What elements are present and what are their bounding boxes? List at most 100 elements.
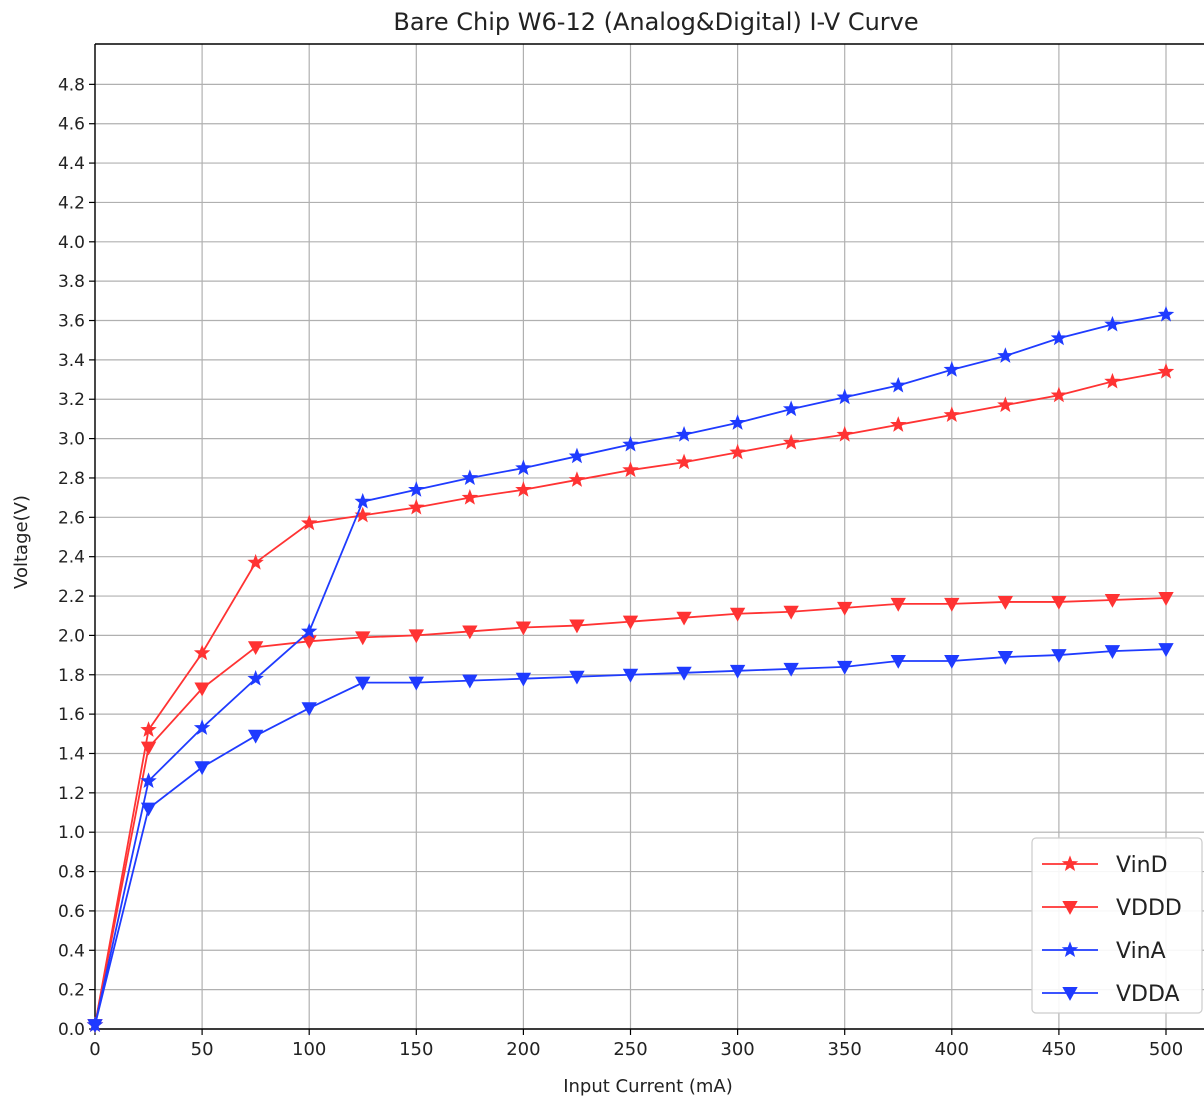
series-vina bbox=[86, 305, 1175, 1033]
data-point-vddd bbox=[944, 597, 960, 612]
data-point-vdda bbox=[622, 668, 639, 683]
data-point-vind bbox=[461, 488, 479, 505]
legend-label-vdda: VDDA bbox=[1116, 982, 1180, 1007]
legend-label-vina: VinA bbox=[1116, 939, 1166, 964]
data-point-vina bbox=[354, 492, 371, 509]
series-vdda bbox=[87, 643, 1174, 1033]
data-point-vdda bbox=[1104, 645, 1121, 659]
data-point-vind bbox=[729, 443, 746, 460]
data-series bbox=[86, 305, 1175, 1033]
data-point-vddd bbox=[729, 607, 746, 622]
data-point-vddd bbox=[997, 595, 1014, 610]
y-tick-label: 2.0 bbox=[58, 626, 85, 646]
x-tick-label: 0 bbox=[89, 1039, 100, 1060]
y-tick-label: 0.6 bbox=[58, 902, 85, 922]
data-point-vddd bbox=[1104, 593, 1121, 608]
y-tick-label: 1.8 bbox=[58, 666, 85, 686]
y-tick-label: 0.2 bbox=[58, 981, 85, 1001]
data-point-vina bbox=[193, 719, 211, 735]
data-point-vind bbox=[193, 644, 211, 661]
legend-marker-vdda bbox=[1062, 987, 1078, 1001]
y-tick-label: 0.4 bbox=[58, 941, 85, 961]
y-tick-label: 3.8 bbox=[58, 272, 85, 292]
data-point-vina bbox=[729, 414, 746, 430]
data-point-vddd bbox=[783, 605, 799, 620]
x-tick-label: 400 bbox=[935, 1039, 969, 1060]
axes: 0 50 100 150 200 250 300 350 400 450 500 0.0 0.2 0.4 0… bbox=[58, 43, 1204, 1060]
x-tick-label: 350 bbox=[828, 1039, 862, 1060]
data-point-vina bbox=[140, 772, 157, 789]
data-point-vdda bbox=[194, 761, 210, 776]
data-point-vind bbox=[622, 461, 639, 478]
legend-label-vddd: VDDD bbox=[1116, 896, 1182, 921]
data-point-vina bbox=[1050, 329, 1068, 346]
y-tick-label: 0.0 bbox=[58, 1020, 85, 1040]
data-point-vddd bbox=[622, 615, 639, 630]
series-vddd bbox=[87, 592, 1174, 1033]
data-point-vddd bbox=[1051, 595, 1067, 610]
legend-box bbox=[1031, 837, 1203, 1014]
y-tick-label: 4.0 bbox=[58, 233, 85, 253]
data-point-vddd bbox=[1158, 592, 1174, 606]
legend-label-vind: VinD bbox=[1116, 853, 1168, 878]
x-tick-label: 200 bbox=[506, 1039, 540, 1060]
y-tick-label: 1.0 bbox=[58, 823, 85, 843]
y-tick-label: 4.4 bbox=[58, 154, 85, 174]
data-point-vind bbox=[568, 471, 586, 487]
data-point-vind bbox=[1050, 386, 1068, 403]
x-tick-label: 50 bbox=[191, 1039, 214, 1060]
y-tick-label: 2.8 bbox=[58, 469, 85, 489]
data-point-vddd bbox=[837, 601, 853, 616]
data-point-vddd bbox=[408, 629, 424, 644]
data-point-vind bbox=[782, 433, 800, 450]
y-tick-label: 3.4 bbox=[58, 351, 85, 371]
data-point-vdda bbox=[676, 666, 692, 681]
y-tick-label: 3.2 bbox=[58, 390, 85, 410]
data-point-vind bbox=[140, 721, 157, 737]
data-point-vina bbox=[836, 388, 853, 405]
data-point-vina bbox=[997, 347, 1014, 363]
data-point-vind bbox=[997, 396, 1014, 413]
data-point-vddd bbox=[247, 641, 264, 656]
data-point-vina bbox=[408, 481, 425, 497]
data-point-vina bbox=[1157, 305, 1175, 322]
data-point-vdda bbox=[462, 674, 478, 689]
y-tick-label: 4.2 bbox=[58, 193, 85, 213]
data-point-vdda bbox=[140, 802, 157, 817]
data-point-vdda bbox=[515, 672, 532, 687]
data-point-vdda bbox=[997, 651, 1014, 665]
y-tick-label: 4.8 bbox=[58, 75, 85, 95]
x-tick-label: 300 bbox=[720, 1039, 754, 1060]
data-point-vdda bbox=[408, 676, 424, 691]
y-tick-label: 2.4 bbox=[58, 548, 85, 568]
data-point-vdda bbox=[247, 729, 264, 744]
data-point-vina bbox=[675, 426, 693, 442]
y-tick-label: 2.6 bbox=[58, 508, 85, 528]
data-point-vina bbox=[300, 622, 318, 639]
data-point-vdda bbox=[890, 654, 906, 669]
data-point-vdda bbox=[729, 664, 746, 679]
x-tick-label: 100 bbox=[292, 1039, 326, 1060]
legend-marker-vind bbox=[1061, 855, 1079, 871]
data-point-vind bbox=[247, 553, 264, 570]
data-point-vind bbox=[1157, 363, 1175, 379]
data-point-vina bbox=[1104, 315, 1121, 332]
data-point-vina bbox=[943, 361, 961, 377]
data-point-vdda bbox=[569, 670, 585, 685]
data-point-vdda bbox=[87, 1019, 103, 1033]
data-point-vddd bbox=[140, 741, 157, 756]
data-point-vina bbox=[890, 376, 907, 393]
y-tick-label: 2.2 bbox=[58, 587, 85, 607]
data-point-vind bbox=[836, 426, 853, 442]
y-tick-label: 4.6 bbox=[58, 115, 85, 135]
data-point-vdda bbox=[1051, 649, 1067, 663]
y-tick-label: 1.4 bbox=[58, 744, 85, 764]
y-tick-label: 1.6 bbox=[58, 705, 85, 725]
data-point-vddd bbox=[890, 597, 906, 612]
series-vind bbox=[86, 363, 1175, 1033]
data-point-vind bbox=[515, 481, 532, 497]
y-tick-label: 3.0 bbox=[58, 430, 85, 450]
data-point-vdda bbox=[355, 676, 371, 691]
data-point-vdda bbox=[301, 702, 317, 717]
